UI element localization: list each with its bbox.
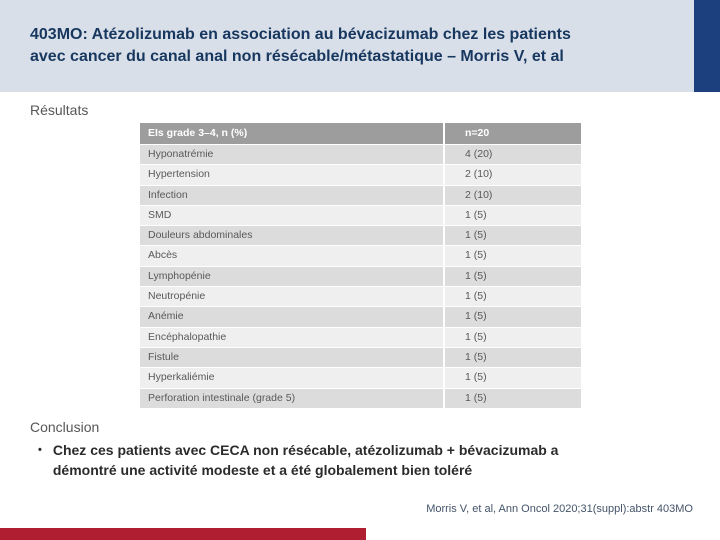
conclusion-heading: Conclusion — [30, 419, 100, 435]
event-value: 1 (5) — [445, 327, 581, 347]
event-label: SMD — [140, 205, 443, 226]
table-body: Hyponatrémie 4 (20) Hypertension 2 (10) … — [140, 145, 581, 408]
event-label: Perforation intestinale (grade 5) — [140, 388, 443, 408]
table-header-value: n=20 — [445, 123, 581, 144]
table-row: Abcès 1 (5) — [140, 246, 581, 266]
results-heading: Résultats — [30, 102, 89, 118]
event-label: Neutropénie — [140, 287, 443, 307]
conclusion-bullet-item: • Chez ces patients avec CECA non réséca… — [38, 441, 668, 480]
event-label: Lymphopénie — [140, 266, 443, 287]
table-row: Hyperkaliémie 1 (5) — [140, 368, 581, 388]
table-header-row: EIs grade 3–4, n (%) n=20 — [140, 123, 581, 144]
footer-red-bar — [0, 528, 366, 540]
corner-accent-block — [694, 0, 720, 92]
table-row: Perforation intestinale (grade 5) 1 (5) — [140, 388, 581, 408]
citation-reference: Morris V, et al, Ann Oncol 2020;31(suppl… — [426, 503, 693, 515]
adverse-events-table: EIs grade 3–4, n (%) n=20 Hyponatrémie 4… — [140, 123, 581, 409]
table-row: Lymphopénie 1 (5) — [140, 266, 581, 287]
event-value: 1 (5) — [445, 368, 581, 388]
bullet-marker: • — [38, 444, 42, 456]
conclusion-text: Chez ces patients avec CECA non résécabl… — [52, 442, 559, 478]
table-row: Neutropénie 1 (5) — [140, 287, 581, 307]
event-value: 1 (5) — [445, 388, 581, 408]
event-label: Douleurs abdominales — [140, 226, 443, 246]
event-value: 2 (10) — [445, 185, 581, 205]
event-label: Hypertension — [140, 165, 443, 185]
header-band: 403MO: Atézolizumab en association au bé… — [0, 0, 720, 92]
table-row: Anémie 1 (5) — [140, 307, 581, 327]
table-header-label: EIs grade 3–4, n (%) — [140, 123, 443, 144]
table-row: SMD 1 (5) — [140, 205, 581, 226]
table-row: Fistule 1 (5) — [140, 347, 581, 368]
event-label: Encéphalopathie — [140, 327, 443, 347]
event-value: 1 (5) — [445, 287, 581, 307]
event-label: Anémie — [140, 307, 443, 327]
event-value: 1 (5) — [445, 246, 581, 266]
event-value: 4 (20) — [445, 145, 581, 165]
table-row: Hypertension 2 (10) — [140, 165, 581, 185]
event-label: Hyperkaliémie — [140, 368, 443, 388]
table-row: Douleurs abdominales 1 (5) — [140, 226, 581, 246]
event-value: 2 (10) — [445, 165, 581, 185]
event-label: Abcès — [140, 246, 443, 266]
table-row: Encéphalopathie 1 (5) — [140, 327, 581, 347]
event-label: Fistule — [140, 347, 443, 368]
slide-title: 403MO: Atézolizumab en association au bé… — [30, 26, 571, 65]
event-value: 1 (5) — [445, 347, 581, 368]
event-label: Hyponatrémie — [140, 145, 443, 165]
event-value: 1 (5) — [445, 205, 581, 226]
event-label: Infection — [140, 185, 443, 205]
event-value: 1 (5) — [445, 307, 581, 327]
event-value: 1 (5) — [445, 266, 581, 287]
event-value: 1 (5) — [445, 226, 581, 246]
table-row: Hyponatrémie 4 (20) — [140, 145, 581, 165]
table-row: Infection 2 (10) — [140, 185, 581, 205]
